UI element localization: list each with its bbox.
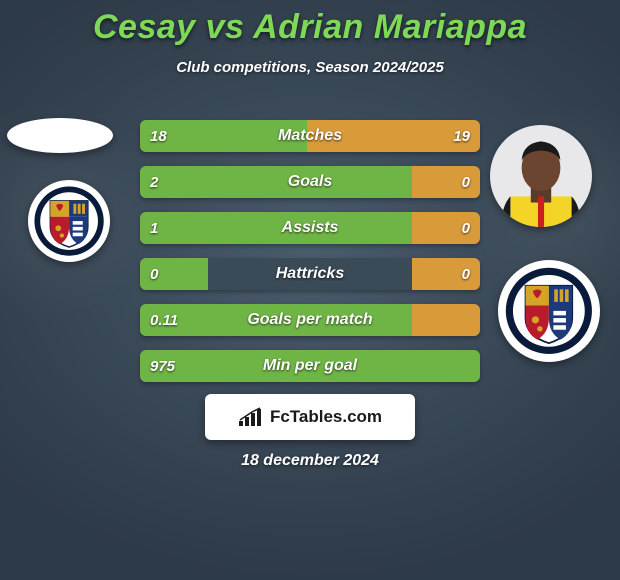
stat-label: Goals per match xyxy=(140,304,480,336)
stat-row: 20Goals xyxy=(140,166,480,198)
brand-badge: FcTables.com xyxy=(205,394,415,440)
page-title: Cesay vs Adrian Mariappa xyxy=(0,0,620,47)
stat-label: Assists xyxy=(140,212,480,244)
content-root: Cesay vs Adrian Mariappa Club competitio… xyxy=(0,0,620,580)
player-right-silhouette xyxy=(490,125,592,227)
player-right-avatar xyxy=(490,125,592,227)
club-crest-right xyxy=(498,260,600,362)
stat-label: Hattricks xyxy=(140,258,480,290)
stats-panel: 1819Matches 20Goals 10Assists 00Hattricks 0.… xyxy=(140,120,480,396)
stat-label: Matches xyxy=(140,120,480,152)
stat-row: 0.11Goals per match xyxy=(140,304,480,336)
stat-row: 975Min per goal xyxy=(140,350,480,382)
brand-icon xyxy=(238,407,264,427)
footer-date: 18 december 2024 xyxy=(0,452,620,470)
stat-label: Goals xyxy=(140,166,480,198)
stat-row: 1819Matches xyxy=(140,120,480,152)
page-subtitle: Club competitions, Season 2024/2025 xyxy=(0,59,620,76)
player-left-avatar xyxy=(7,118,113,153)
brand-text: FcTables.com xyxy=(270,407,382,427)
stat-row: 10Assists xyxy=(140,212,480,244)
stat-label: Min per goal xyxy=(140,350,480,382)
club-crest-left xyxy=(28,180,110,262)
stat-row: 00Hattricks xyxy=(140,258,480,290)
